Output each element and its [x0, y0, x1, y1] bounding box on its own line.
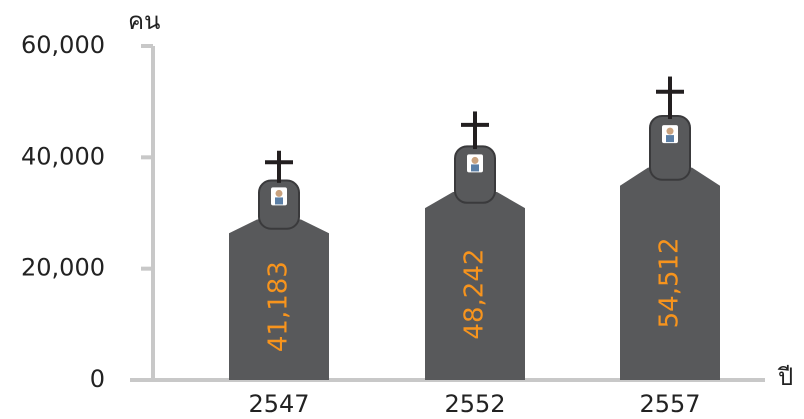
- chart: คน ปี 0 20,000 40,000 60,000 41,183 2547 48,24…: [0, 0, 804, 419]
- portrait-body: [666, 135, 674, 142]
- y-tick-label: 20,000: [21, 254, 105, 282]
- x-axis-label: ปี: [777, 363, 793, 391]
- data-label: 48,242: [460, 249, 490, 340]
- tombstone: [620, 77, 720, 380]
- y-axis-label: คน: [128, 7, 160, 35]
- page: คน ปี 0 20,000 40,000 60,000 41,183 2547 48,24…: [0, 0, 804, 419]
- x-tick-label: 2557: [639, 390, 700, 418]
- portrait-body: [471, 164, 479, 171]
- y-tick-label: 0: [90, 365, 105, 393]
- portrait-head: [667, 128, 674, 135]
- y-tick-label: 40,000: [21, 142, 105, 170]
- x-tick-label: 2547: [248, 390, 309, 418]
- data-label: 54,512: [655, 237, 685, 328]
- x-tick-label: 2552: [444, 390, 505, 418]
- portrait-head: [276, 190, 283, 197]
- portrait-head: [472, 157, 479, 164]
- data-label: 41,183: [264, 261, 294, 352]
- portrait-body: [275, 197, 283, 204]
- y-tick-label: 60,000: [21, 31, 105, 59]
